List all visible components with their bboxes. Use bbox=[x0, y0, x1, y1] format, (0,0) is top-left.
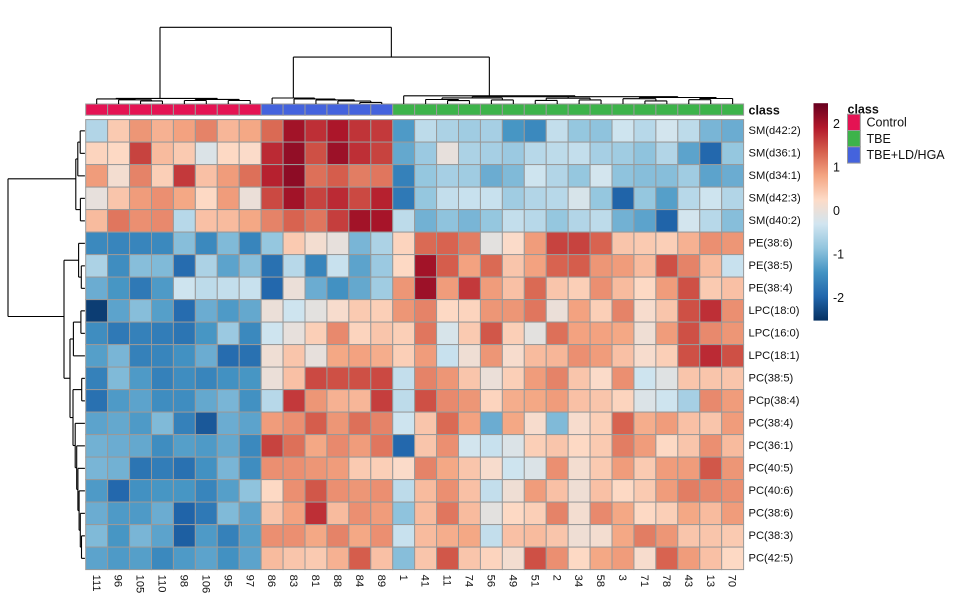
svg-text:PC(38:3): PC(38:3) bbox=[749, 530, 794, 542]
svg-text:49: 49 bbox=[506, 575, 518, 587]
svg-text:LPC(18:0): LPC(18:0) bbox=[749, 305, 800, 317]
svg-text:PC(40:5): PC(40:5) bbox=[749, 462, 794, 474]
svg-text:78: 78 bbox=[660, 575, 672, 587]
svg-text:PE(38:4): PE(38:4) bbox=[749, 282, 793, 294]
svg-text:81: 81 bbox=[309, 575, 321, 587]
svg-text:PE(38:6): PE(38:6) bbox=[749, 237, 793, 249]
svg-text:SM(d34:1): SM(d34:1) bbox=[749, 170, 802, 182]
svg-text:56: 56 bbox=[485, 575, 497, 587]
svg-text:TBE+LD/HGA: TBE+LD/HGA bbox=[867, 148, 946, 162]
svg-text:PC(36:1): PC(36:1) bbox=[749, 440, 794, 452]
svg-text:43: 43 bbox=[682, 575, 694, 587]
svg-text:PC(40:6): PC(40:6) bbox=[749, 485, 794, 497]
svg-text:41: 41 bbox=[419, 575, 431, 587]
svg-text:0: 0 bbox=[833, 204, 840, 218]
svg-text:3: 3 bbox=[616, 575, 628, 581]
svg-text:106: 106 bbox=[199, 575, 211, 594]
svg-text:PC(42:5): PC(42:5) bbox=[749, 552, 794, 564]
svg-text:-1: -1 bbox=[833, 248, 844, 262]
svg-text:TBE: TBE bbox=[867, 132, 891, 146]
svg-text:34: 34 bbox=[572, 575, 584, 587]
svg-text:SM(d42:2): SM(d42:2) bbox=[749, 125, 802, 137]
svg-text:74: 74 bbox=[463, 575, 475, 587]
svg-text:13: 13 bbox=[704, 575, 716, 587]
svg-text:88: 88 bbox=[331, 575, 343, 587]
svg-text:1: 1 bbox=[833, 161, 840, 175]
svg-text:89: 89 bbox=[375, 575, 387, 587]
svg-text:97: 97 bbox=[243, 575, 255, 587]
svg-text:PCp(38:4): PCp(38:4) bbox=[749, 395, 800, 407]
svg-text:11: 11 bbox=[441, 575, 453, 587]
svg-text:LPC(16:0): LPC(16:0) bbox=[749, 327, 800, 339]
svg-text:PC(38:4): PC(38:4) bbox=[749, 417, 794, 429]
svg-text:SM(d40:2): SM(d40:2) bbox=[749, 215, 802, 227]
svg-text:98: 98 bbox=[177, 575, 189, 587]
svg-text:70: 70 bbox=[726, 575, 738, 587]
svg-text:2: 2 bbox=[550, 575, 562, 581]
svg-text:71: 71 bbox=[638, 575, 650, 587]
svg-text:-2: -2 bbox=[833, 291, 844, 305]
svg-text:2: 2 bbox=[833, 117, 840, 131]
svg-text:class: class bbox=[749, 104, 780, 118]
svg-text:PE(38:5): PE(38:5) bbox=[749, 260, 793, 272]
svg-text:105: 105 bbox=[134, 575, 146, 594]
svg-text:84: 84 bbox=[353, 575, 365, 587]
svg-text:111: 111 bbox=[90, 575, 102, 592]
svg-text:86: 86 bbox=[265, 575, 277, 587]
svg-text:1: 1 bbox=[397, 575, 409, 581]
svg-text:SM(d36:1): SM(d36:1) bbox=[749, 147, 802, 159]
svg-text:PC(38:5): PC(38:5) bbox=[749, 372, 794, 384]
svg-text:SM(d42:3): SM(d42:3) bbox=[749, 192, 802, 204]
svg-text:96: 96 bbox=[112, 575, 124, 587]
svg-text:LPC(18:1): LPC(18:1) bbox=[749, 350, 800, 362]
svg-text:51: 51 bbox=[528, 575, 540, 587]
svg-text:83: 83 bbox=[287, 575, 299, 587]
svg-text:Control: Control bbox=[867, 116, 907, 130]
svg-text:PC(38:6): PC(38:6) bbox=[749, 507, 794, 519]
svg-text:95: 95 bbox=[221, 575, 233, 587]
svg-text:58: 58 bbox=[594, 575, 606, 587]
svg-text:class: class bbox=[848, 103, 879, 117]
svg-text:110: 110 bbox=[156, 575, 168, 593]
